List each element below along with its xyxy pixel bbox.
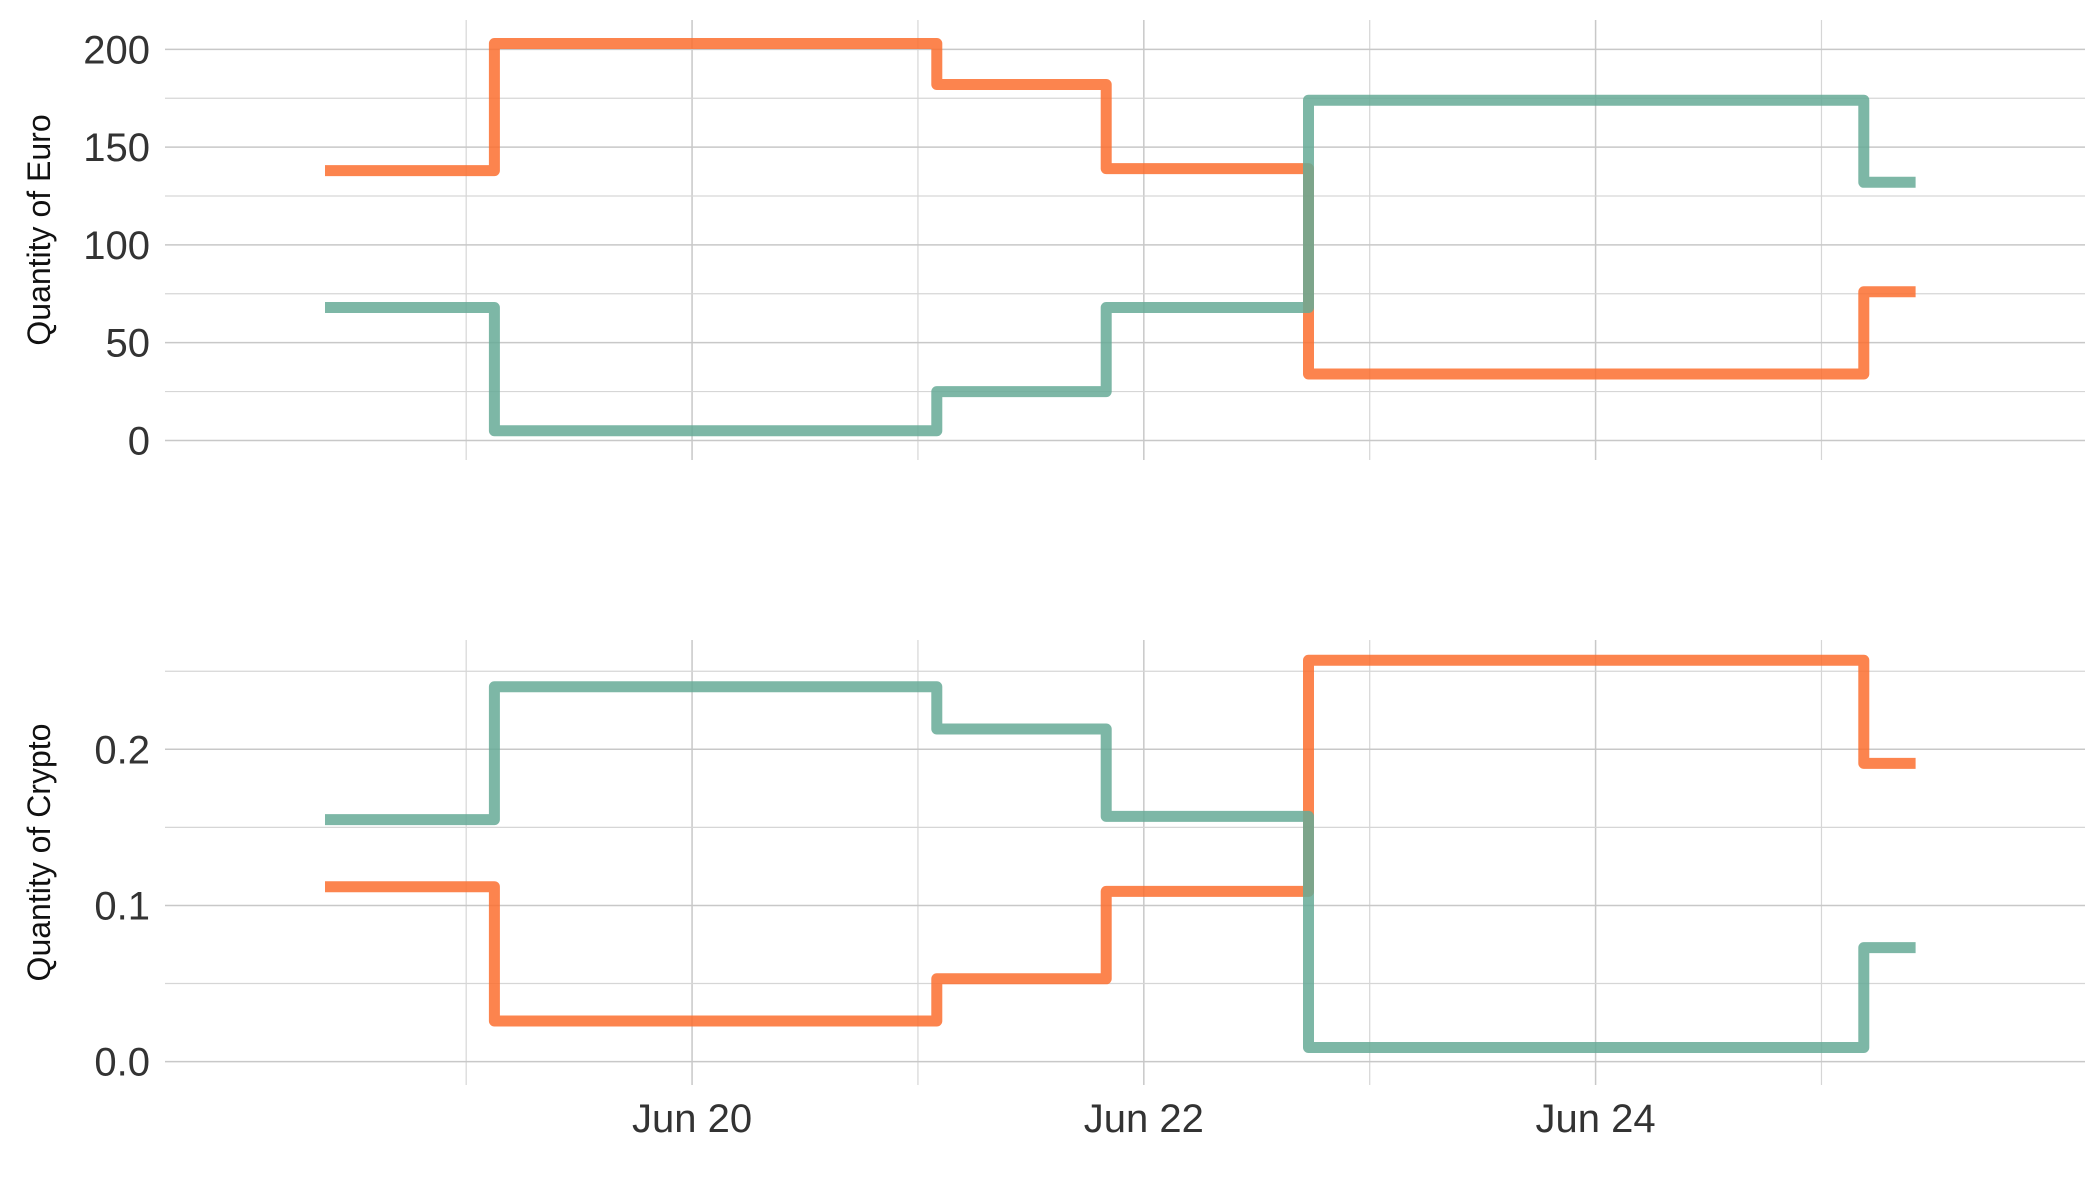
x-tick-label: Jun 24: [1536, 1097, 1656, 1141]
y-tick-label: 200: [83, 28, 150, 72]
x-tick-label: Jun 20: [632, 1097, 752, 1141]
chart-panel-2: 0.0 0.1 0.2 Quantity of Crypto: [21, 640, 2085, 1085]
series-line-1: [325, 654, 1916, 1027]
y-axis-title: Quantity of Euro: [21, 114, 57, 345]
x-tick-label: Jun 22: [1084, 1097, 1204, 1141]
chart-panel-1: 0 50 100 150 200 Quantity of Euro: [21, 20, 2085, 463]
y-axis-title: Quantity of Crypto: [21, 724, 57, 982]
series-line-1: [325, 38, 1916, 380]
series-line-2: [325, 681, 1916, 1053]
y-tick-label: 150: [83, 126, 150, 170]
y-tick-label: 100: [83, 224, 150, 268]
series-line-2: [325, 94, 1916, 437]
y-tick-label: 50: [106, 322, 151, 366]
y-tick-label: 0.0: [94, 1041, 150, 1085]
y-tick-label: 0.1: [94, 884, 150, 928]
y-tick-label: 0.2: [94, 728, 150, 772]
y-tick-label: 0: [128, 419, 150, 463]
